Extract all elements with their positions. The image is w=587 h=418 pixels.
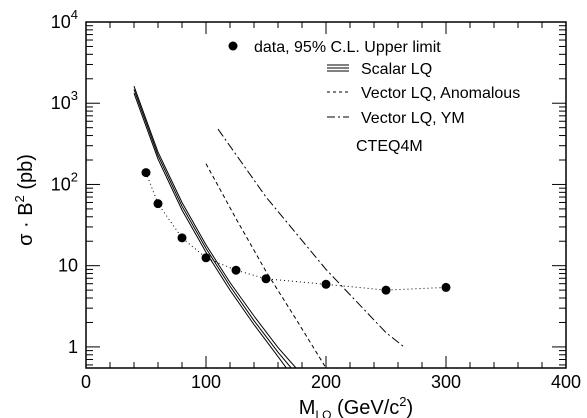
x-tick-label: 100 bbox=[191, 372, 221, 392]
y-axis-title-a: σ · B bbox=[15, 202, 37, 245]
legend-scalar-label: Scalar LQ bbox=[361, 61, 432, 78]
x-axis-ticks: 0 100 200 300 400 bbox=[81, 22, 581, 392]
y-tick-label: 1 bbox=[68, 337, 78, 357]
series-line-vector-anom bbox=[205, 163, 327, 368]
data-point bbox=[153, 199, 163, 209]
plot-frame bbox=[85, 21, 567, 369]
series-line-vector-ym bbox=[217, 128, 405, 348]
x-tick-label: 0 bbox=[81, 372, 91, 392]
x-axis-title-main: M bbox=[299, 397, 316, 418]
data-point bbox=[321, 279, 331, 289]
legend-data-marker bbox=[228, 41, 238, 51]
x-tick-label: 200 bbox=[311, 372, 341, 392]
data-point bbox=[177, 233, 187, 243]
legend-data-label: data, 95% C.L. Upper limit bbox=[254, 39, 441, 56]
y-tick-label: 104 bbox=[51, 7, 78, 32]
x-tick-label: 400 bbox=[551, 372, 581, 392]
x-axis-title: MLQ (GeV/c2) bbox=[299, 394, 413, 418]
data-point bbox=[441, 282, 451, 292]
y-axis-title-b: (pb) bbox=[15, 154, 37, 195]
data-point bbox=[141, 168, 151, 178]
y-tick-label: 102 bbox=[51, 169, 78, 194]
y-axis-ticks: 1 10 102 103 104 bbox=[51, 7, 566, 366]
y-axis-title-sup: 2 bbox=[12, 195, 27, 202]
x-axis-title-rest: (GeV/c bbox=[331, 397, 399, 418]
chart-legend: data, 95% C.L. Upper limit Scalar LQ Vec… bbox=[228, 39, 520, 155]
series-line-scalar-upper bbox=[133, 86, 297, 368]
data-point bbox=[201, 253, 211, 263]
legend-vector-ym-label: Vector LQ, YM bbox=[361, 110, 465, 127]
y-tick-label: 10 bbox=[58, 256, 78, 276]
series-line-data-fit bbox=[145, 172, 447, 291]
legend-scalar-symbol bbox=[327, 64, 349, 72]
series-line-scalar-mid bbox=[133, 89, 292, 368]
data-point bbox=[231, 265, 241, 275]
y-axis-title: σ · B2 (pb) bbox=[12, 154, 37, 246]
x-tick-label: 300 bbox=[431, 372, 461, 392]
y-tick-label: 103 bbox=[51, 88, 78, 113]
x-axis-title-end: ) bbox=[407, 397, 414, 418]
legend-pdf-label: CTEQ4M bbox=[356, 138, 423, 155]
series-line-scalar-lower bbox=[133, 93, 287, 368]
x-axis-title-sub: LQ bbox=[315, 408, 331, 418]
legend-vector-anomalous-label: Vector LQ, Anomalous bbox=[361, 85, 520, 102]
plot-marks bbox=[133, 86, 451, 368]
data-point bbox=[261, 274, 271, 284]
data-point bbox=[381, 285, 391, 295]
x-axis-title-sup: 2 bbox=[399, 394, 406, 409]
